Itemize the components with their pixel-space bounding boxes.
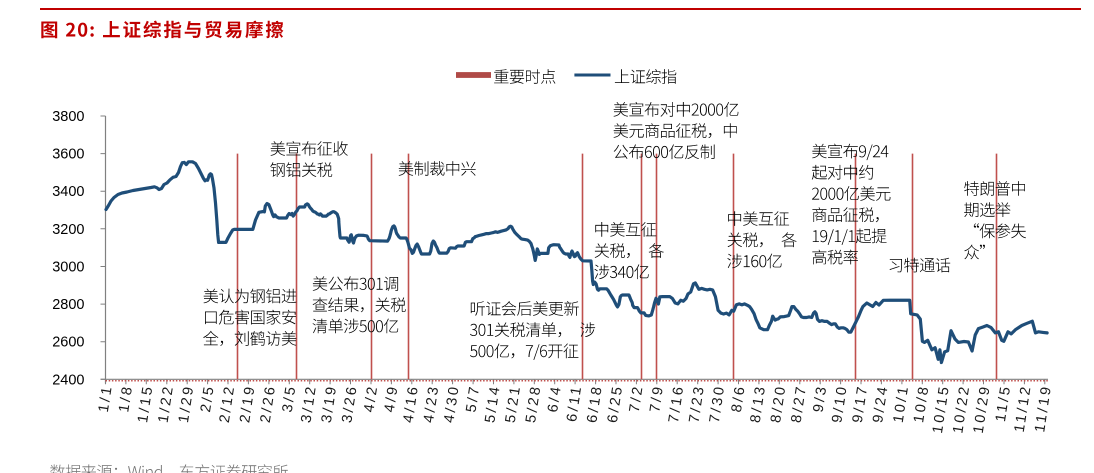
svg-text:3000: 3000 [52,260,84,276]
svg-text:4/16: 4/16 [401,383,423,424]
svg-text:10/8: 10/8 [911,383,933,424]
svg-text:3200: 3200 [52,222,84,238]
svg-text:2/19: 2/19 [237,383,259,424]
svg-text:10/29: 10/29 [971,383,994,434]
svg-text:9/24: 9/24 [870,383,892,424]
svg-text:5/21: 5/21 [503,383,525,424]
svg-text:11/5: 11/5 [993,383,1014,422]
svg-text:7/9: 7/9 [647,383,667,413]
svg-text:2/26: 2/26 [258,383,280,424]
svg-text:3/5: 3/5 [280,383,300,413]
svg-text:9/17: 9/17 [850,383,872,424]
svg-text:2/12: 2/12 [217,383,239,424]
svg-text:11/19: 11/19 [1032,383,1055,433]
svg-text:5/7: 5/7 [463,383,483,413]
svg-text:1/29: 1/29 [176,383,198,424]
svg-text:5/28: 5/28 [523,383,545,424]
svg-text:10/15: 10/15 [930,383,953,434]
svg-text:4/9: 4/9 [382,383,402,413]
svg-text:8/6: 8/6 [729,383,749,413]
svg-text:11/12: 11/12 [1012,383,1035,433]
svg-text:6/4: 6/4 [545,383,565,413]
svg-text:2600: 2600 [52,335,84,351]
svg-text:9/3: 9/3 [811,383,831,413]
svg-text:4/30: 4/30 [441,383,463,424]
svg-text:1/15: 1/15 [135,383,157,424]
svg-text:2/5: 2/5 [198,383,218,413]
svg-text:2800: 2800 [52,297,84,313]
svg-text:8/20: 8/20 [768,383,790,424]
svg-text:7/2: 7/2 [627,383,647,413]
svg-text:7/30: 7/30 [707,383,729,424]
svg-text:10/22: 10/22 [950,383,973,434]
svg-text:5/14: 5/14 [482,383,504,424]
svg-text:4/23: 4/23 [421,383,443,424]
svg-text:6/18: 6/18 [584,383,606,424]
svg-text:6/11: 6/11 [564,383,585,422]
svg-text:3400: 3400 [52,184,84,200]
svg-text:3/12: 3/12 [299,383,321,424]
svg-text:8/27: 8/27 [789,383,811,424]
svg-text:4/2: 4/2 [361,383,381,413]
svg-text:7/23: 7/23 [687,383,709,424]
svg-text:1/1: 1/1 [96,383,116,413]
svg-text:3/19: 3/19 [319,383,341,424]
svg-text:3800: 3800 [52,109,84,125]
svg-text:1/22: 1/22 [156,383,178,424]
svg-text:3600: 3600 [52,147,84,163]
svg-text:9/10: 9/10 [829,383,851,424]
svg-text:2400: 2400 [52,372,84,388]
svg-text:8/13: 8/13 [748,383,770,424]
svg-text:3/26: 3/26 [339,383,361,424]
svg-text:7/16: 7/16 [666,383,688,424]
svg-text:6/25: 6/25 [605,383,627,424]
svg-text:10/1: 10/1 [891,383,913,424]
svg-text:1/8: 1/8 [116,383,136,413]
